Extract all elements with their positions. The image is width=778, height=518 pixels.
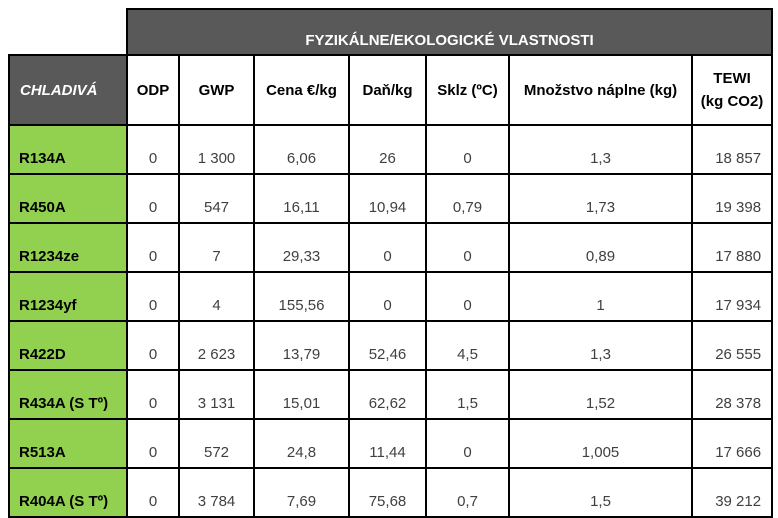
cell-odp: 0 bbox=[126, 320, 180, 371]
cell-tewi: 18 857 bbox=[690, 124, 774, 175]
cell-sklz: 0 bbox=[425, 271, 510, 322]
cell-sklz: 0,7 bbox=[425, 467, 510, 518]
cell-odp: 0 bbox=[126, 124, 180, 175]
row-header-r434a: R434A (S Tº) bbox=[8, 369, 128, 420]
column-header-sklz: Sklz (ºC) bbox=[425, 54, 510, 126]
cell-tewi: 19 398 bbox=[690, 173, 774, 224]
column-header-tewi-line2: (kg CO2) bbox=[700, 93, 764, 110]
column-header-tewi-line1: TEWI bbox=[713, 69, 751, 87]
cell-gwp: 572 bbox=[178, 418, 255, 469]
cell-cena: 29,33 bbox=[253, 222, 350, 273]
cell-mnozstvo: 0,89 bbox=[508, 222, 693, 273]
cell-gwp: 3 784 bbox=[178, 467, 255, 518]
header-row: CHLADIVÁ ODP GWP Cena €/kg Daň/kg Sklz (… bbox=[8, 54, 774, 126]
cell-gwp: 547 bbox=[178, 173, 255, 224]
row-header-r1234ze: R1234ze bbox=[8, 222, 128, 273]
column-header-odp: ODP bbox=[126, 54, 180, 126]
cell-gwp: 2 623 bbox=[178, 320, 255, 371]
cell-mnozstvo: 1,52 bbox=[508, 369, 693, 420]
cell-sklz: 0 bbox=[425, 124, 510, 175]
cell-cena: 13,79 bbox=[253, 320, 350, 371]
corner-spacer bbox=[9, 9, 127, 55]
cell-cena: 155,56 bbox=[253, 271, 350, 322]
cell-odp: 0 bbox=[126, 271, 180, 322]
cell-gwp: 4 bbox=[178, 271, 255, 322]
row-header-r513a: R513A bbox=[8, 418, 128, 469]
cell-tewi: 28 378 bbox=[690, 369, 774, 420]
cell-mnozstvo: 1,005 bbox=[508, 418, 693, 469]
table-container: FYZIKÁLNE/EKOLOGICKÉ VLASTNOSTI CHLADIVÁ… bbox=[8, 8, 774, 518]
cell-gwp: 1 300 bbox=[178, 124, 255, 175]
cell-sklz: 0,79 bbox=[425, 173, 510, 224]
row-header-title: CHLADIVÁ bbox=[8, 54, 128, 126]
cell-gwp: 7 bbox=[178, 222, 255, 273]
cell-dan: 26 bbox=[348, 124, 427, 175]
cell-gwp: 3 131 bbox=[178, 369, 255, 420]
cell-odp: 0 bbox=[126, 369, 180, 420]
row-header-r422d: R422D bbox=[8, 320, 128, 371]
cell-sklz: 0 bbox=[425, 222, 510, 273]
table-row-r1234ze: R1234ze 0 7 29,33 0 0 0,89 17 880 bbox=[8, 222, 774, 273]
cell-dan: 11,44 bbox=[348, 418, 427, 469]
row-header-r404a: R404A (S Tº) bbox=[8, 467, 128, 518]
cell-sklz: 1,5 bbox=[425, 369, 510, 420]
cell-odp: 0 bbox=[126, 173, 180, 224]
table-row-r134a: R134A 0 1 300 6,06 26 0 1,3 18 857 bbox=[8, 124, 774, 175]
cell-tewi: 17 880 bbox=[690, 222, 774, 273]
refrigerant-properties-table: FYZIKÁLNE/EKOLOGICKÉ VLASTNOSTI CHLADIVÁ… bbox=[8, 8, 774, 518]
cell-dan: 10,94 bbox=[348, 173, 427, 224]
cell-dan: 0 bbox=[348, 271, 427, 322]
table-row-r434a: R434A (S Tº) 0 3 131 15,01 62,62 1,5 1,5… bbox=[8, 369, 774, 420]
cell-cena: 6,06 bbox=[253, 124, 350, 175]
banner-row: FYZIKÁLNE/EKOLOGICKÉ VLASTNOSTI bbox=[9, 8, 774, 56]
cell-mnozstvo: 1 bbox=[508, 271, 693, 322]
cell-sklz: 4,5 bbox=[425, 320, 510, 371]
row-header-r134a: R134A bbox=[8, 124, 128, 175]
cell-odp: 0 bbox=[126, 418, 180, 469]
cell-dan: 62,62 bbox=[348, 369, 427, 420]
cell-dan: 75,68 bbox=[348, 467, 427, 518]
column-header-dan: Daň/kg bbox=[348, 54, 427, 126]
cell-cena: 24,8 bbox=[253, 418, 350, 469]
cell-tewi: 26 555 bbox=[690, 320, 774, 371]
column-header-tewi: TEWI (kg CO2) bbox=[690, 54, 774, 126]
cell-tewi: 17 666 bbox=[690, 418, 774, 469]
column-header-gwp: GWP bbox=[178, 54, 255, 126]
table-row-r1234yf: R1234yf 0 4 155,56 0 0 1 17 934 bbox=[8, 271, 774, 322]
cell-cena: 16,11 bbox=[253, 173, 350, 224]
row-header-r1234yf: R1234yf bbox=[8, 271, 128, 322]
table-row-r513a: R513A 0 572 24,8 11,44 0 1,005 17 666 bbox=[8, 418, 774, 469]
cell-sklz: 0 bbox=[425, 418, 510, 469]
cell-mnozstvo: 1,5 bbox=[508, 467, 693, 518]
cell-tewi: 17 934 bbox=[690, 271, 774, 322]
table-title: FYZIKÁLNE/EKOLOGICKÉ VLASTNOSTI bbox=[125, 8, 774, 56]
cell-mnozstvo: 1,3 bbox=[508, 320, 693, 371]
cell-dan: 52,46 bbox=[348, 320, 427, 371]
row-header-r450a: R450A bbox=[8, 173, 128, 224]
table-row-r422d: R422D 0 2 623 13,79 52,46 4,5 1,3 26 555 bbox=[8, 320, 774, 371]
cell-mnozstvo: 1,3 bbox=[508, 124, 693, 175]
cell-odp: 0 bbox=[126, 222, 180, 273]
table-row-r404a: R404A (S Tº) 0 3 784 7,69 75,68 0,7 1,5 … bbox=[8, 467, 774, 518]
cell-cena: 7,69 bbox=[253, 467, 350, 518]
cell-cena: 15,01 bbox=[253, 369, 350, 420]
column-header-cena: Cena €/kg bbox=[253, 54, 350, 126]
column-header-mnozstvo: Množstvo náplne (kg) bbox=[508, 54, 693, 126]
cell-mnozstvo: 1,73 bbox=[508, 173, 693, 224]
cell-dan: 0 bbox=[348, 222, 427, 273]
cell-tewi: 39 212 bbox=[690, 467, 774, 518]
cell-odp: 0 bbox=[126, 467, 180, 518]
table-row-r450a: R450A 0 547 16,11 10,94 0,79 1,73 19 398 bbox=[8, 173, 774, 224]
